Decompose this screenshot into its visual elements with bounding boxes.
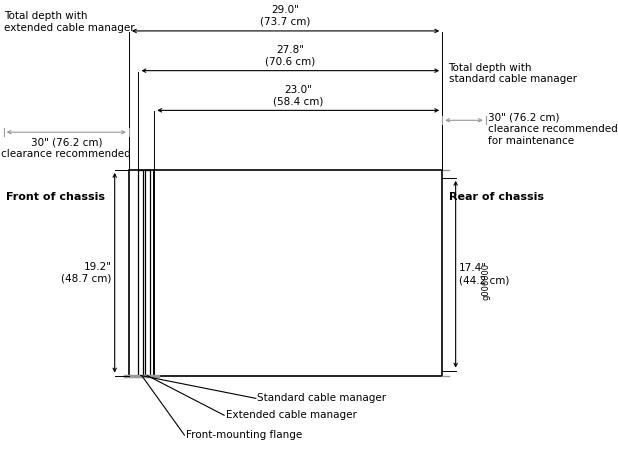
Text: Extended cable manager: Extended cable manager [226,410,357,420]
Bar [154,170,442,375]
Text: Total depth with
extended cable manager: Total depth with extended cable manager [4,11,135,33]
Text: 17.4"
(44.2 cm): 17.4" (44.2 cm) [459,263,509,285]
Text: 29.0"
(73.7 cm): 29.0" (73.7 cm) [260,5,311,27]
Bar [138,170,143,375]
Bar [145,170,150,375]
Text: Standard cable manager: Standard cable manager [258,393,386,403]
Text: 30" (76.2 cm)
clearance recommended: 30" (76.2 cm) clearance recommended [1,137,131,159]
Bar [129,170,154,375]
Text: 27.8"
(70.6 cm): 27.8" (70.6 cm) [265,45,315,67]
Text: Rear of chassis: Rear of chassis [449,192,543,202]
Text: g006000: g006000 [481,263,490,300]
Text: 19.2"
(48.7 cm): 19.2" (48.7 cm) [61,262,111,284]
Text: Total depth with
standard cable manager: Total depth with standard cable manager [449,63,577,84]
Text: 30" (76.2 cm)
clearance recommended
for maintenance: 30" (76.2 cm) clearance recommended for … [488,112,618,145]
Text: Front of chassis: Front of chassis [6,192,105,202]
Text: Front-mounting flange: Front-mounting flange [186,430,302,440]
Text: 23.0"
(58.4 cm): 23.0" (58.4 cm) [273,85,323,106]
